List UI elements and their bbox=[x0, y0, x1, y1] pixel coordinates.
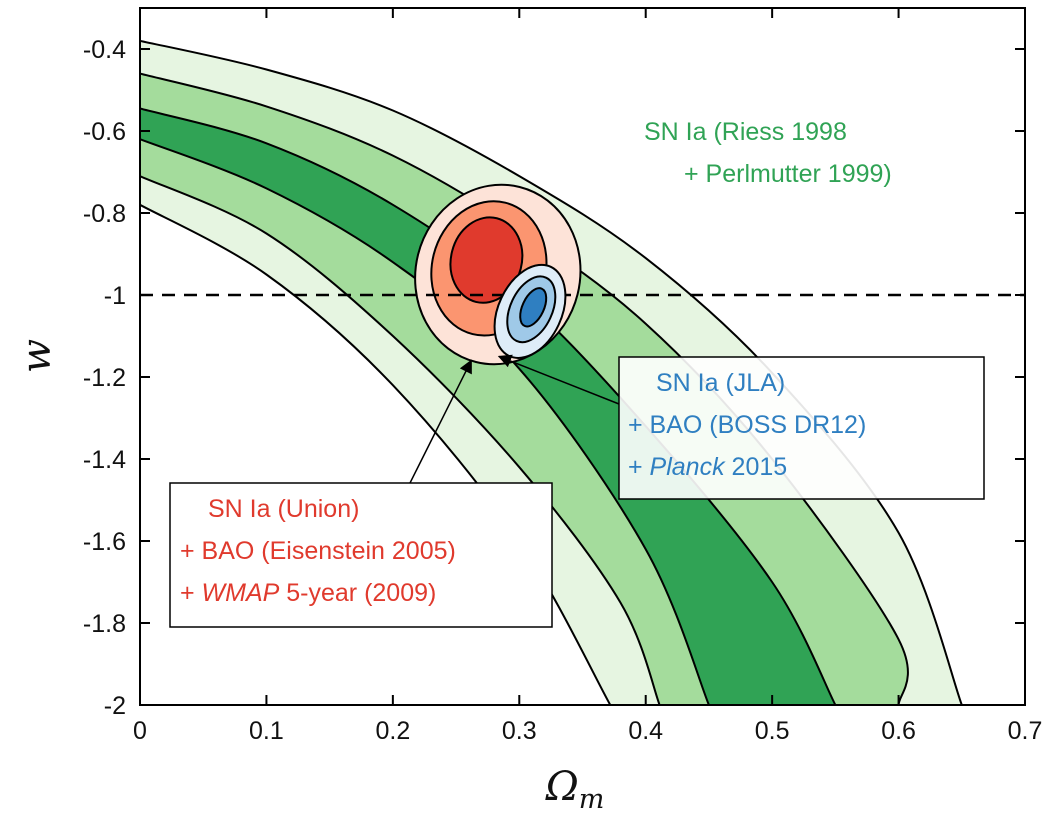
y-tick-label: -0.6 bbox=[83, 118, 126, 146]
x-tick-label: 0.1 bbox=[249, 717, 284, 745]
y-tick-label: -2 bbox=[104, 692, 126, 720]
jla-annotation: SN Ia (JLA) + BAO (BOSS DR12) + Planck 2… bbox=[497, 354, 985, 500]
union-label-wmap: WMAP bbox=[202, 579, 280, 607]
x-tick-label: 0.6 bbox=[881, 717, 916, 745]
y-tick-label: -0.4 bbox=[83, 36, 126, 64]
x-axis: 0 0.1 0.2 0.3 0.4 0.5 0.6 0.7 bbox=[133, 8, 1042, 745]
union-contour-1sigma bbox=[449, 216, 524, 304]
union-label-line1: SN Ia (Union) bbox=[208, 495, 359, 523]
y-tick-label: -1.8 bbox=[83, 610, 126, 638]
jla-label-line3: + Planck 2015 bbox=[628, 453, 787, 481]
jla-label-line3-suffix: 2015 bbox=[725, 453, 788, 481]
sn-label-line2: + Perlmutter 1999) bbox=[684, 160, 892, 188]
y-axis: -2 -1.8 -1.6 -1.4 -1.2 -1 -0.8 -0.6 -0.4 bbox=[83, 36, 1025, 720]
union-label-line3: + WMAP 5-year (2009) bbox=[180, 579, 436, 607]
sn-label-line1: SN Ia (Riess 1998 bbox=[644, 118, 847, 146]
y-tick-label: -1.4 bbox=[83, 446, 126, 474]
union-label-line2: + BAO (Eisenstein 2005) bbox=[180, 537, 456, 565]
jla-label-planck: Planck bbox=[650, 453, 727, 481]
y-tick-label: -1 bbox=[104, 282, 126, 310]
jla-label-box bbox=[618, 356, 985, 500]
union-annotation: SN Ia (Union) + BAO (Eisenstein 2005) + … bbox=[169, 359, 553, 628]
y-tick-label: -1.2 bbox=[83, 364, 126, 392]
x-tick-label: 0.5 bbox=[755, 717, 790, 745]
jla-label-line2: + BAO (BOSS DR12) bbox=[628, 411, 866, 439]
jla-label-line1: SN Ia (JLA) bbox=[656, 369, 785, 397]
y-tick-label: -0.8 bbox=[83, 200, 126, 228]
union-label-box bbox=[169, 482, 553, 628]
x-tick-label: 0.4 bbox=[628, 717, 663, 745]
x-axis-title: Ωm bbox=[545, 764, 605, 815]
sn-contour-2sigma-right bbox=[140, 72, 909, 705]
x-tick-label: 0.3 bbox=[502, 717, 537, 745]
union-label-line3-suffix: 5-year (2009) bbox=[279, 579, 436, 607]
jla-contour-1sigma bbox=[519, 287, 548, 328]
sn-contour-3sigma-left bbox=[140, 203, 612, 705]
x-tick-label: 0.7 bbox=[1008, 717, 1043, 745]
plot-frame bbox=[139, 7, 1026, 706]
jla-label-line3-prefix: + bbox=[628, 453, 650, 481]
y-tick-label: -1.6 bbox=[83, 528, 126, 556]
plot-area bbox=[140, 39, 1025, 705]
union-label-line3-prefix: + bbox=[180, 579, 202, 607]
x-tick-label: 0.2 bbox=[375, 717, 410, 745]
sn-contour-2sigma-left bbox=[140, 175, 661, 705]
x-tick-label: 0 bbox=[133, 717, 147, 745]
sn-band-1sigma bbox=[140, 108, 836, 705]
jla-arrow bbox=[497, 354, 620, 405]
union-arrow bbox=[409, 359, 472, 484]
sn-contour-3sigma-right bbox=[140, 39, 963, 705]
y-axis-title: w bbox=[14, 339, 60, 373]
